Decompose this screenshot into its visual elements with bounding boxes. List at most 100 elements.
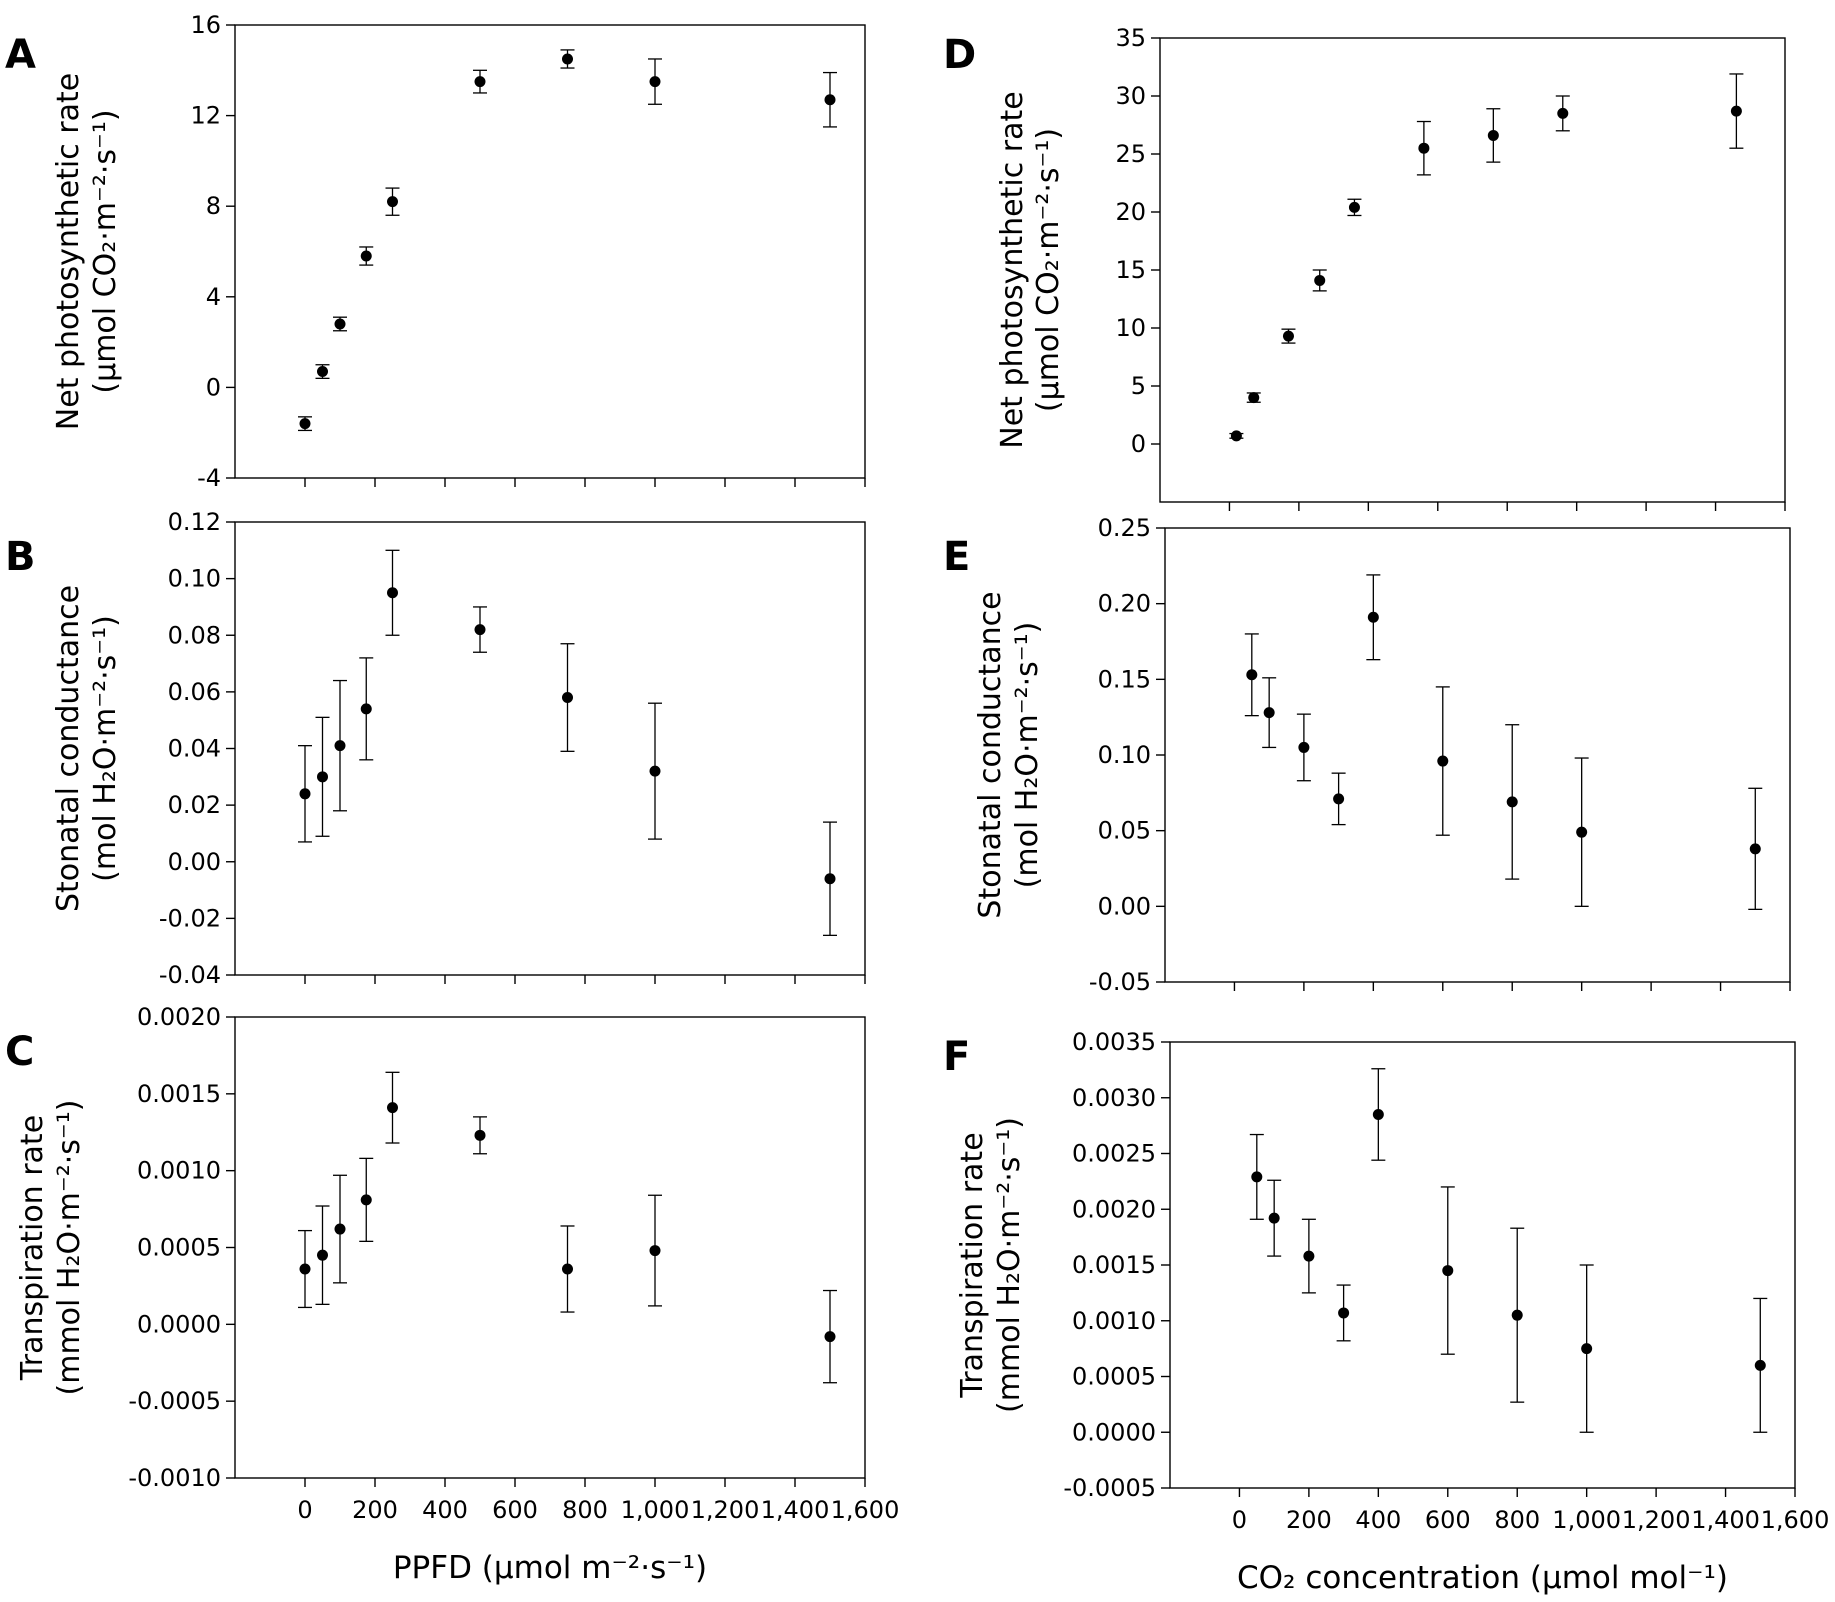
data-point: [1298, 741, 1310, 753]
data-point: [387, 587, 398, 599]
plot-frame: [234, 24, 866, 479]
x-tick-label: 400: [1355, 1506, 1401, 1534]
data-point: [824, 873, 836, 885]
x-tick-label: 400: [422, 1496, 468, 1524]
panel-label: A: [5, 32, 36, 78]
x-tick-label: 600: [1425, 1506, 1471, 1534]
panel-b: B -0.04 -0.02 0.00 0.02 0.04 0.06 0.08 0.10 0.12 S…: [5, 508, 866, 989]
panel-label: E: [943, 534, 970, 580]
data-point: [1749, 843, 1761, 855]
y-tick-label: -0.04: [159, 961, 221, 989]
y-axis-label: Net photosynthetic rate: [995, 91, 1030, 448]
data-point: [1754, 1359, 1766, 1371]
y-tick-label: 0.0015: [1072, 1251, 1156, 1279]
data-point: [1557, 107, 1569, 119]
data-point: [1581, 1343, 1593, 1355]
panel-c: C -0.0010 -0.0005 0.0000 0.0005 0.0010 0.0015 0…: [5, 1003, 899, 1586]
y-axis-label: (mmol H₂O·m⁻²·s⁻¹): [992, 1117, 1027, 1413]
y-axis-label: (μmol CO₂·m⁻²·s⁻¹): [88, 109, 123, 393]
data-point: [824, 94, 836, 106]
data-point: [562, 53, 573, 65]
data-point: [1263, 707, 1275, 719]
y-tick-label: 16: [190, 11, 221, 39]
y-tick-label: 0.10: [1098, 741, 1151, 769]
y-tick-label: 0.00: [168, 848, 221, 876]
y-tick-label: 0.0005: [1072, 1363, 1156, 1391]
y-tick-label: -0.0005: [1063, 1474, 1156, 1502]
y-tick-label: 15: [1115, 256, 1146, 284]
y-tick-label: -0.02: [159, 904, 221, 932]
y-tick-label: 0: [1131, 430, 1146, 458]
y-axis-label: (mmol H₂O·m⁻²·s⁻¹): [52, 1100, 87, 1396]
y-tick-label: 0.25: [1098, 514, 1151, 542]
y-tick-label: 35: [1115, 24, 1146, 52]
y-tick-label: 0.10: [168, 565, 221, 593]
y-axis-label: Stonatal conductance: [51, 585, 86, 912]
x-tick-label: 800: [562, 1496, 608, 1524]
data-point: [1506, 796, 1518, 808]
data-point: [474, 624, 486, 636]
y-tick-label: 0.15: [1098, 665, 1151, 693]
data-point: [1303, 1250, 1315, 1262]
data-point: [317, 771, 328, 783]
data-point: [360, 703, 372, 715]
plot-frame: [234, 1016, 866, 1479]
x-tick-label: 1,400: [761, 1496, 830, 1524]
y-tick-label: 0: [206, 373, 221, 401]
data-point: [649, 1245, 661, 1257]
data-point: [317, 366, 328, 378]
y-axis-label: (μmol CO₂·m⁻²·s⁻¹): [1031, 128, 1066, 412]
data-point: [1333, 793, 1345, 805]
x-tick-label: 1,600: [831, 1496, 900, 1524]
y-tick-label: 0.0015: [137, 1080, 221, 1108]
y-tick-label: 0.08: [168, 621, 221, 649]
data-point: [1314, 274, 1326, 286]
data-point: [334, 740, 346, 752]
y-axis-label: Net photosynthetic rate: [51, 73, 86, 430]
data-point: [1418, 142, 1430, 154]
x-tick-label: 1,400: [1691, 1506, 1760, 1534]
data-point: [1367, 611, 1379, 623]
data-point: [299, 788, 311, 800]
x-tick-label: 1,200: [691, 1496, 760, 1524]
panel-e: E -0.05 0.00 0.05 0.10 0.15 0.20 0.25 Stonatal c…: [943, 514, 1791, 996]
y-tick-label: 0.0020: [1072, 1195, 1156, 1223]
data-point: [1268, 1212, 1280, 1224]
y-axis-label: Transpiration rate: [15, 1115, 50, 1381]
data-point: [1246, 669, 1258, 681]
data-point: [1248, 392, 1260, 404]
y-tick-label: 0.02: [168, 791, 221, 819]
y-tick-label: 0.20: [1098, 590, 1151, 618]
data-point: [317, 1249, 328, 1261]
y-tick-label: -0.0010: [128, 1464, 221, 1492]
data-point: [649, 76, 661, 88]
panel-d: D 0 5 10 15 20 25 30 35 Net photosynthetic rate (μ…: [943, 24, 1786, 511]
y-tick-label: 0.0035: [1072, 1028, 1156, 1056]
y-tick-label: 0.0010: [137, 1157, 221, 1185]
y-tick-label: 0.0020: [137, 1003, 221, 1031]
y-tick-label: -4: [197, 464, 221, 492]
x-tick-label: 1,200: [1622, 1506, 1691, 1534]
data-point: [1282, 330, 1294, 342]
data-point: [299, 418, 311, 430]
y-tick-label: 0.04: [168, 735, 221, 763]
panel-f: F -0.0005 0.0000 0.0005 0.0010 0.0015 0.0020 0.…: [943, 1028, 1829, 1596]
data-point: [1576, 826, 1588, 838]
data-point: [334, 318, 346, 330]
x-axis-label: PPFD (μmol m⁻²·s⁻¹): [393, 1550, 707, 1586]
data-point: [1230, 430, 1242, 442]
panel-label: D: [943, 32, 976, 78]
x-tick-label: 0: [1232, 1506, 1247, 1534]
y-tick-label: 0.00: [1098, 892, 1151, 920]
data-point: [474, 76, 486, 88]
data-point: [1251, 1171, 1263, 1183]
x-tick-label: 1,000: [1552, 1506, 1621, 1534]
data-point: [334, 1223, 346, 1235]
data-point: [1437, 755, 1449, 767]
y-tick-label: 0.0005: [137, 1234, 221, 1262]
y-axis-label: (mol H₂O·m⁻²·s⁻¹): [88, 615, 123, 882]
data-point: [1338, 1307, 1350, 1319]
x-tick-label: 800: [1494, 1506, 1540, 1534]
data-point: [1442, 1265, 1454, 1277]
x-tick-label: 600: [492, 1496, 538, 1524]
